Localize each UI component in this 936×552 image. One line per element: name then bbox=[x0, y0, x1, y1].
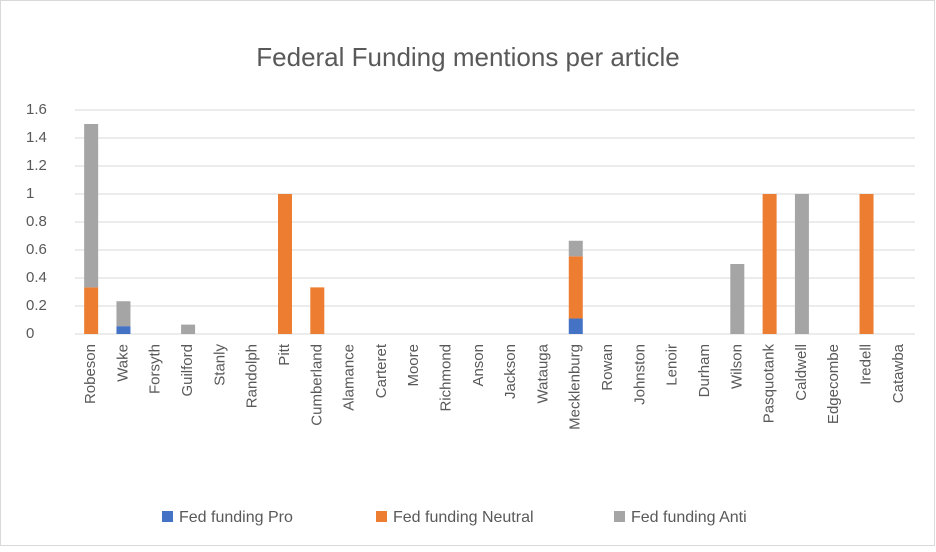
x-tick-label: Lenoir bbox=[664, 344, 681, 386]
x-tick-label: Edgecombe bbox=[825, 344, 842, 424]
x-tick-label: Watauga bbox=[534, 343, 551, 403]
x-tick-label: Johnston bbox=[631, 344, 648, 405]
legend-swatch bbox=[614, 511, 625, 522]
bar-segment bbox=[859, 194, 874, 334]
legend-label: Fed funding Neutral bbox=[393, 509, 534, 526]
legend-swatch bbox=[162, 511, 173, 522]
y-tick-label: 1.4 bbox=[26, 129, 47, 146]
x-tick-label: Stanly bbox=[211, 344, 228, 386]
bar-segment bbox=[568, 318, 583, 334]
x-tick-label: Guilford bbox=[179, 344, 196, 397]
bar-segment bbox=[310, 287, 325, 334]
x-tick-label: Mecklenburg bbox=[567, 344, 584, 430]
x-tick-label: Moore bbox=[405, 344, 422, 387]
bar-segment bbox=[568, 240, 583, 257]
bar-segment bbox=[762, 194, 777, 334]
x-tick-label: Pitt bbox=[276, 343, 293, 366]
bar-segment bbox=[116, 326, 131, 334]
x-tick-label: Jackson bbox=[502, 344, 519, 399]
x-tick-label: Pasquotank bbox=[761, 344, 778, 424]
x-tick-label: Rowan bbox=[599, 344, 616, 391]
chart-title: Federal Funding mentions per article bbox=[256, 42, 679, 72]
x-tick-label: Forsyth bbox=[147, 344, 164, 394]
bar-segment bbox=[116, 301, 131, 327]
x-tick-label: Caldwell bbox=[793, 344, 810, 401]
bar-segment bbox=[794, 194, 809, 334]
legend-label: Fed funding Anti bbox=[631, 509, 747, 526]
y-tick-label: 0.4 bbox=[26, 269, 47, 286]
bar-segment bbox=[84, 124, 99, 288]
x-tick-label: Robeson bbox=[82, 344, 99, 404]
x-tick-label: Anson bbox=[470, 344, 487, 387]
x-tick-label: Durham bbox=[696, 344, 713, 397]
y-tick-label: 0 bbox=[26, 325, 34, 342]
x-tick-label: Randolph bbox=[244, 344, 261, 408]
legend-swatch bbox=[376, 511, 387, 522]
y-tick-label: 0.2 bbox=[26, 297, 47, 314]
bar-segment bbox=[568, 256, 583, 319]
y-tick-label: 0.6 bbox=[26, 241, 47, 258]
bar-segment bbox=[84, 287, 99, 334]
x-tick-label: Carteret bbox=[373, 343, 390, 398]
y-tick-label: 1 bbox=[26, 185, 34, 202]
x-tick-label: Iredell bbox=[858, 344, 875, 385]
y-tick-label: 0.8 bbox=[26, 213, 47, 230]
y-tick-label: 1.2 bbox=[26, 157, 47, 174]
x-tick-label: Alamance bbox=[341, 344, 358, 411]
x-tick-label: Cumberland bbox=[308, 344, 325, 426]
bar-segment bbox=[278, 194, 292, 334]
x-tick-label: Wake bbox=[114, 344, 131, 382]
legend-label: Fed funding Pro bbox=[179, 509, 293, 526]
x-tick-label: Catawba bbox=[890, 343, 907, 403]
x-tick-label: Wilson bbox=[728, 344, 745, 389]
bar-segment bbox=[730, 264, 745, 334]
y-tick-label: 1.6 bbox=[26, 101, 47, 118]
bar-segment bbox=[181, 324, 196, 334]
x-tick-label: Richmond bbox=[438, 344, 455, 412]
